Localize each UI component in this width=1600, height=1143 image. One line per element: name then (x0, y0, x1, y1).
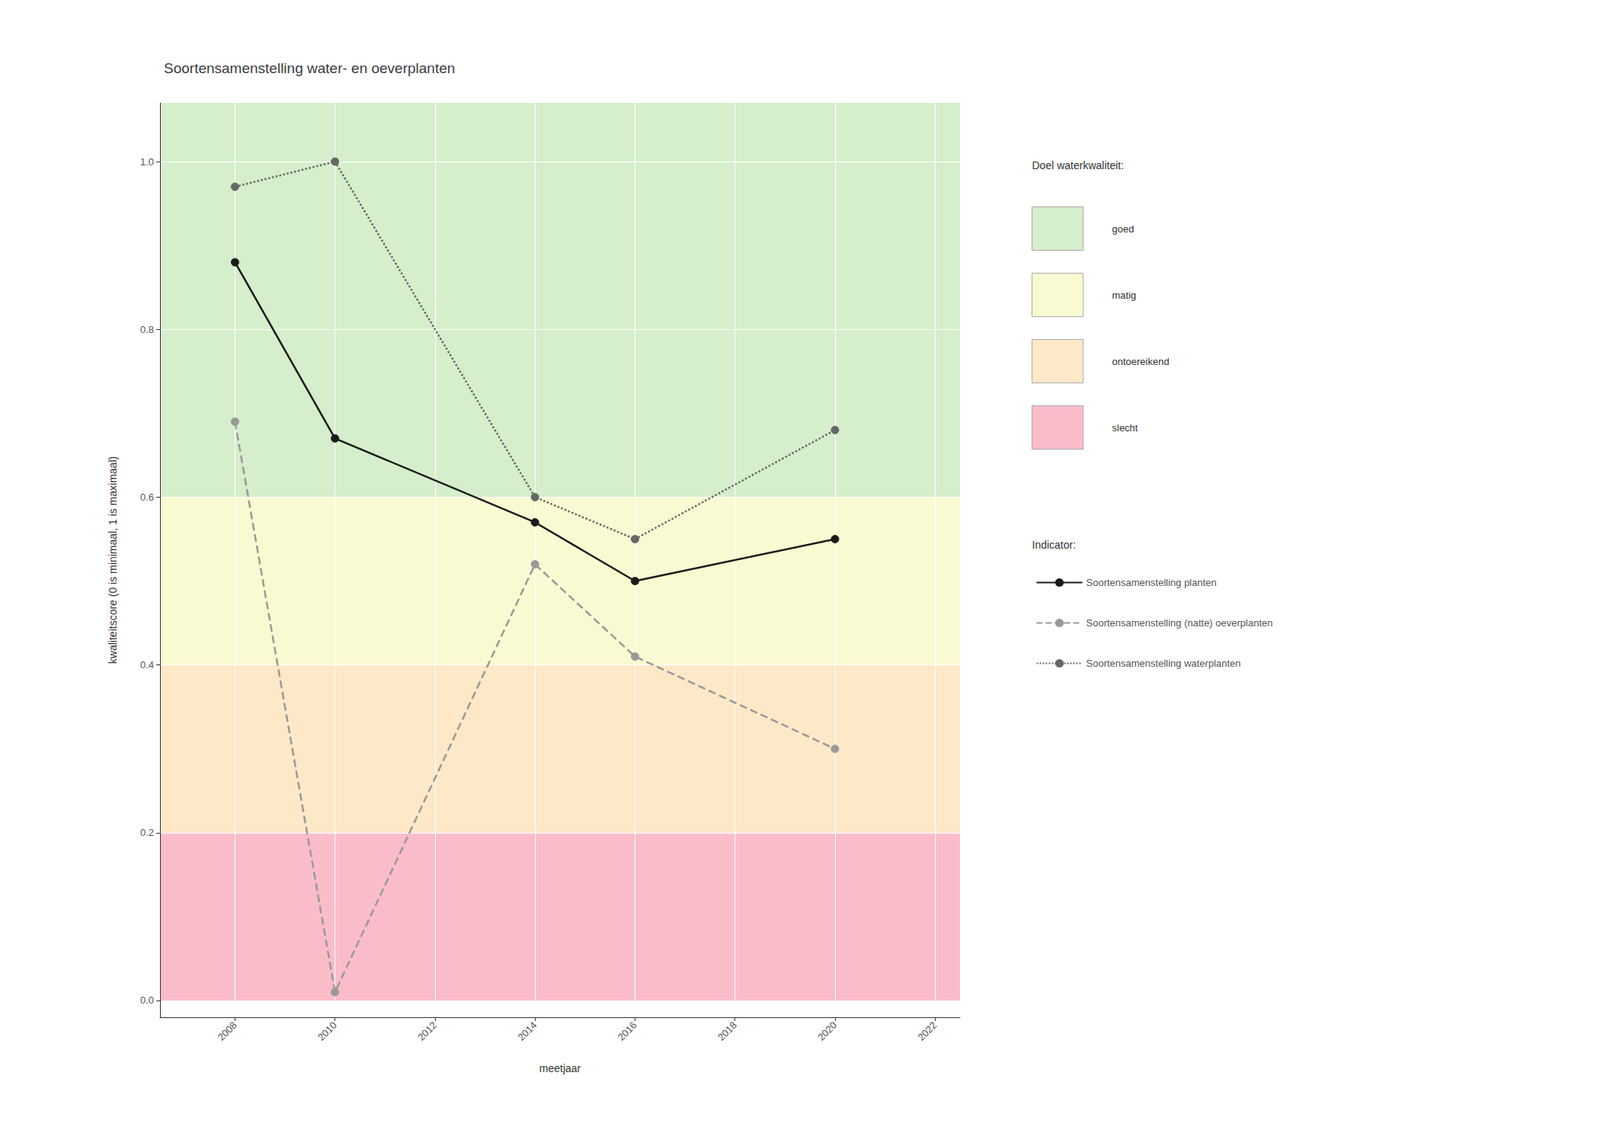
svg-text:Doel waterkwaliteit:: Doel waterkwaliteit: (1032, 159, 1125, 172)
svg-text:2016: 2016 (615, 1019, 640, 1044)
svg-text:0.6: 0.6 (140, 491, 154, 503)
svg-text:Indicator:: Indicator: (1032, 538, 1077, 551)
svg-text:kwaliteitscore (0 is minimaal,: kwaliteitscore (0 is minimaal, 1 is maxi… (106, 456, 119, 664)
svg-text:2008: 2008 (215, 1019, 240, 1044)
svg-text:slecht: slecht (1112, 422, 1139, 434)
svg-text:2012: 2012 (415, 1019, 439, 1044)
svg-text:Soortensamenstelling waterplan: Soortensamenstelling waterplanten (1086, 657, 1242, 669)
svg-text:goed: goed (1112, 223, 1135, 235)
svg-text:1.0: 1.0 (140, 156, 154, 168)
svg-text:0.4: 0.4 (140, 659, 154, 671)
svg-text:2014: 2014 (515, 1019, 539, 1044)
svg-text:0.8: 0.8 (140, 323, 154, 336)
svg-text:2010: 2010 (315, 1019, 340, 1044)
svg-text:Soortensamenstelling (natte) o: Soortensamenstelling (natte) oeverplante… (1086, 617, 1274, 629)
svg-text:meetjaar: meetjaar (539, 1062, 582, 1075)
svg-text:Soortensamenstelling water- en: Soortensamenstelling water- en oeverplan… (163, 60, 455, 77)
svg-text:matig: matig (1112, 289, 1137, 301)
svg-text:Soortensamenstelling planten: Soortensamenstelling planten (1086, 576, 1217, 589)
svg-text:ontoereikend: ontoereikend (1112, 355, 1170, 368)
svg-text:0.0: 0.0 (140, 994, 154, 1006)
svg-text:2020: 2020 (815, 1019, 839, 1044)
svg-text:2022: 2022 (915, 1019, 939, 1044)
svg-text:0.2: 0.2 (140, 826, 154, 839)
svg-text:2018: 2018 (715, 1019, 740, 1044)
